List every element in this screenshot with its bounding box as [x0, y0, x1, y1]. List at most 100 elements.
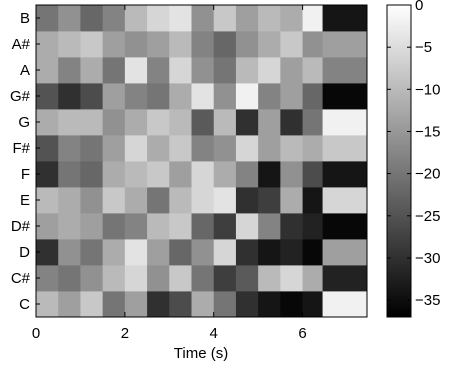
x-tick-label: 2 — [121, 325, 129, 342]
heatmap-cell-F-2 — [80, 161, 104, 188]
y-tick-label: D — [19, 244, 30, 261]
colorbar-tick-label: −5 — [415, 39, 432, 56]
heatmap-cell-D-3 — [102, 239, 126, 266]
heatmap-cell-G-12 — [302, 109, 323, 136]
heatmap-cell-F-1 — [58, 161, 81, 188]
heatmap-cell-G-3 — [102, 109, 126, 136]
heatmap-cell-D#-13 — [322, 213, 368, 240]
heatmap-cell-E-13 — [322, 187, 368, 214]
heatmap-cell-G-4 — [124, 109, 148, 136]
heatmap-cell-F#-2 — [80, 135, 104, 162]
heatmap-cell-C-6 — [169, 291, 192, 318]
heatmap-cell-D#-2 — [80, 213, 104, 240]
heatmap-cell-G-8 — [213, 109, 237, 136]
heatmap-cell-F-0 — [36, 161, 59, 188]
heatmap-cell-E-1 — [58, 187, 81, 214]
heatmap-cell-C-8 — [213, 291, 237, 318]
heatmap-cell-D-2 — [80, 239, 104, 266]
heatmap-cell-E-7 — [191, 187, 215, 214]
heatmap-cell-G-5 — [147, 109, 170, 136]
heatmap-cell-D#-0 — [36, 213, 59, 240]
x-tick-label: 0 — [32, 325, 40, 342]
colorbar — [386, 4, 412, 318]
heatmap-cell-C-10 — [258, 291, 281, 318]
heatmap-cell-F-11 — [280, 161, 303, 188]
y-tick-label: G# — [10, 88, 31, 105]
pitch-class-labels: C C# D D# EF F# G G# A A# B — [10, 10, 40, 313]
heatmap-cell-G#-5 — [147, 83, 170, 110]
heatmap-cell-D-6 — [169, 239, 192, 266]
heatmap-cell-E-0 — [36, 187, 59, 214]
y-tick-label: C# — [11, 270, 31, 287]
heatmap-cell-C#-8 — [213, 265, 237, 292]
heatmap-cell-G-10 — [258, 109, 281, 136]
heatmap-cell-D-12 — [302, 239, 323, 266]
y-tick-label: E — [20, 192, 30, 209]
heatmap-cell-C-7 — [191, 291, 215, 318]
heatmap-cell-A-9 — [235, 57, 259, 84]
heatmap-cell-A#-5 — [147, 31, 170, 58]
heatmap-cell-C-13 — [322, 291, 368, 318]
heatmap-cell-D#-8 — [213, 213, 237, 240]
heatmap-cell-E-3 — [102, 187, 126, 214]
heatmap-cell-B-2 — [80, 5, 104, 32]
heatmap-cell-D#-7 — [191, 213, 215, 240]
heatmap-cell-D-4 — [124, 239, 148, 266]
heatmap-cell-G-1 — [58, 109, 81, 136]
heatmap-cell-G#-7 — [191, 83, 215, 110]
heatmap-cell-E-8 — [213, 187, 237, 214]
heatmap-cell-F-10 — [258, 161, 281, 188]
heatmap-cell-A#-8 — [213, 31, 237, 58]
heatmap-cell-G#-6 — [169, 83, 192, 110]
heatmap-cell-F-7 — [191, 161, 215, 188]
heatmap-cell-A-1 — [58, 57, 81, 84]
heatmap-cell-D#-10 — [258, 213, 281, 240]
colorbar-axis: 0 −5 −10 −15 −20 −25 −30 −35 — [387, 0, 440, 309]
heatmap-cell-F-12 — [302, 161, 323, 188]
heatmap-cell-B-12 — [302, 5, 323, 32]
y-tick-label: A — [20, 62, 30, 79]
heatmap-cell-E-9 — [235, 187, 259, 214]
heatmap-cell-C-3 — [102, 291, 126, 318]
y-tick-label: B — [20, 10, 30, 27]
heatmap-cell-A-13 — [322, 57, 368, 84]
heatmap-cell-C-9 — [235, 291, 259, 318]
colorbar-tick-label: −15 — [415, 124, 440, 141]
heatmap-cell-C#-6 — [169, 265, 192, 292]
heatmap-cell-G-7 — [191, 109, 215, 136]
heatmap-cell-D#-3 — [102, 213, 126, 240]
y-tick-label: G — [18, 114, 30, 131]
heatmap-cell-F#-0 — [36, 135, 59, 162]
heatmap-cell-A-4 — [124, 57, 148, 84]
heatmap-cell-B-4 — [124, 5, 148, 32]
heatmap-cell-D-9 — [235, 239, 259, 266]
heatmap-cell-F-13 — [322, 161, 368, 188]
y-tick-label: D# — [11, 218, 31, 235]
heatmap-cell-A#-12 — [302, 31, 323, 58]
heatmap-cell-B-9 — [235, 5, 259, 32]
heatmap-cell-F#-10 — [258, 135, 281, 162]
heatmap-cell-G#-0 — [36, 83, 59, 110]
heatmap-cell-A#-11 — [280, 31, 303, 58]
heatmap-cell-G-9 — [235, 109, 259, 136]
heatmap-cell-C-0 — [36, 291, 59, 318]
colorbar-tick-label: −30 — [415, 250, 440, 267]
heatmap-cell-B-5 — [147, 5, 170, 32]
y-tick-label: F# — [12, 140, 30, 157]
y-tick-label: F — [21, 166, 30, 183]
heatmap-cell-D-11 — [280, 239, 303, 266]
colorbar-tick-label: −35 — [415, 292, 440, 309]
heatmap-cell-F#-12 — [302, 135, 323, 162]
heatmap-cell-F#-13 — [322, 135, 368, 162]
heatmap-cell-G#-11 — [280, 83, 303, 110]
heatmap-cell-G#-4 — [124, 83, 148, 110]
heatmap-cell-C#-5 — [147, 265, 170, 292]
heatmap-cell-D-13 — [322, 239, 368, 266]
heatmap-cell-F-4 — [124, 161, 148, 188]
colorbar-tick-label: −25 — [415, 208, 440, 225]
heatmap-cell-G-2 — [80, 109, 104, 136]
heatmap-cell-G-13 — [322, 109, 368, 136]
heatmap-cell-C#-13 — [322, 265, 368, 292]
heatmap-cell-A#-0 — [36, 31, 59, 58]
heatmap-cell-B-8 — [213, 5, 237, 32]
